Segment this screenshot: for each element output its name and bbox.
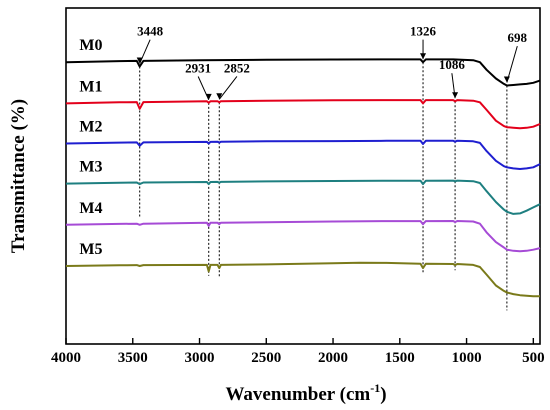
series-label-m1: M1 [79,78,102,95]
peak-arrow-head [452,92,459,99]
series-line-m1 [65,99,541,130]
series-label-m3: M3 [79,159,102,176]
x-ticks: 4000 3500 3000 2500 2000 1500 1000 500 [51,338,545,366]
series-label-m0: M0 [79,37,102,54]
peak-label: 3448 [137,24,164,39]
series-label-m2: M2 [79,118,102,135]
peak-label: 1326 [410,24,437,39]
series-line-m0 [65,58,541,87]
series-label-m4: M4 [79,200,102,217]
x-tick-label: 1000 [452,350,482,366]
x-tick-label: 3500 [118,350,148,366]
y-axis-title: Transmittance (%) [8,99,29,253]
peak-arrow-head [216,93,223,100]
x-tick-label: 2000 [318,350,348,366]
plot-frame [65,7,541,345]
series-lines [65,58,541,298]
peak-label: 698 [508,30,528,45]
series-line-m4 [65,220,541,253]
x-axis-title: Wavenumber (cm-1) [225,381,386,405]
peak-label: 2852 [224,60,250,75]
peak-arrow-line [218,76,238,100]
x-tick-label: 2500 [251,350,281,366]
x-axis-title-main: Wavenumber (cm [225,384,370,405]
peak-label: 2931 [185,60,211,75]
series-labels: M0 M1 M2 M3 M4 M5 [79,37,102,258]
peak-annotations: 3448 2931 2852 1326 1086 698 [136,24,528,311]
x-tick-label: 500 [522,350,545,366]
x-axis-title-sup: -1 [370,381,380,395]
series-line-m5 [65,261,540,298]
x-axis-title-close: ) [380,384,386,405]
peak-arrow-line [506,46,518,83]
peak-label: 1086 [439,57,466,72]
peak-arrow-head [420,53,427,60]
peak-arrow-head [136,57,143,64]
series-label-m5: M5 [79,241,102,258]
x-tick-label: 4000 [51,350,81,366]
series-line-m3 [65,179,541,215]
peak-arrow-head [503,76,510,83]
x-tick-label: 3000 [185,350,215,366]
series-line-m2 [65,139,541,170]
peak-arrow-head [205,93,212,100]
x-tick-label: 1500 [385,350,415,366]
